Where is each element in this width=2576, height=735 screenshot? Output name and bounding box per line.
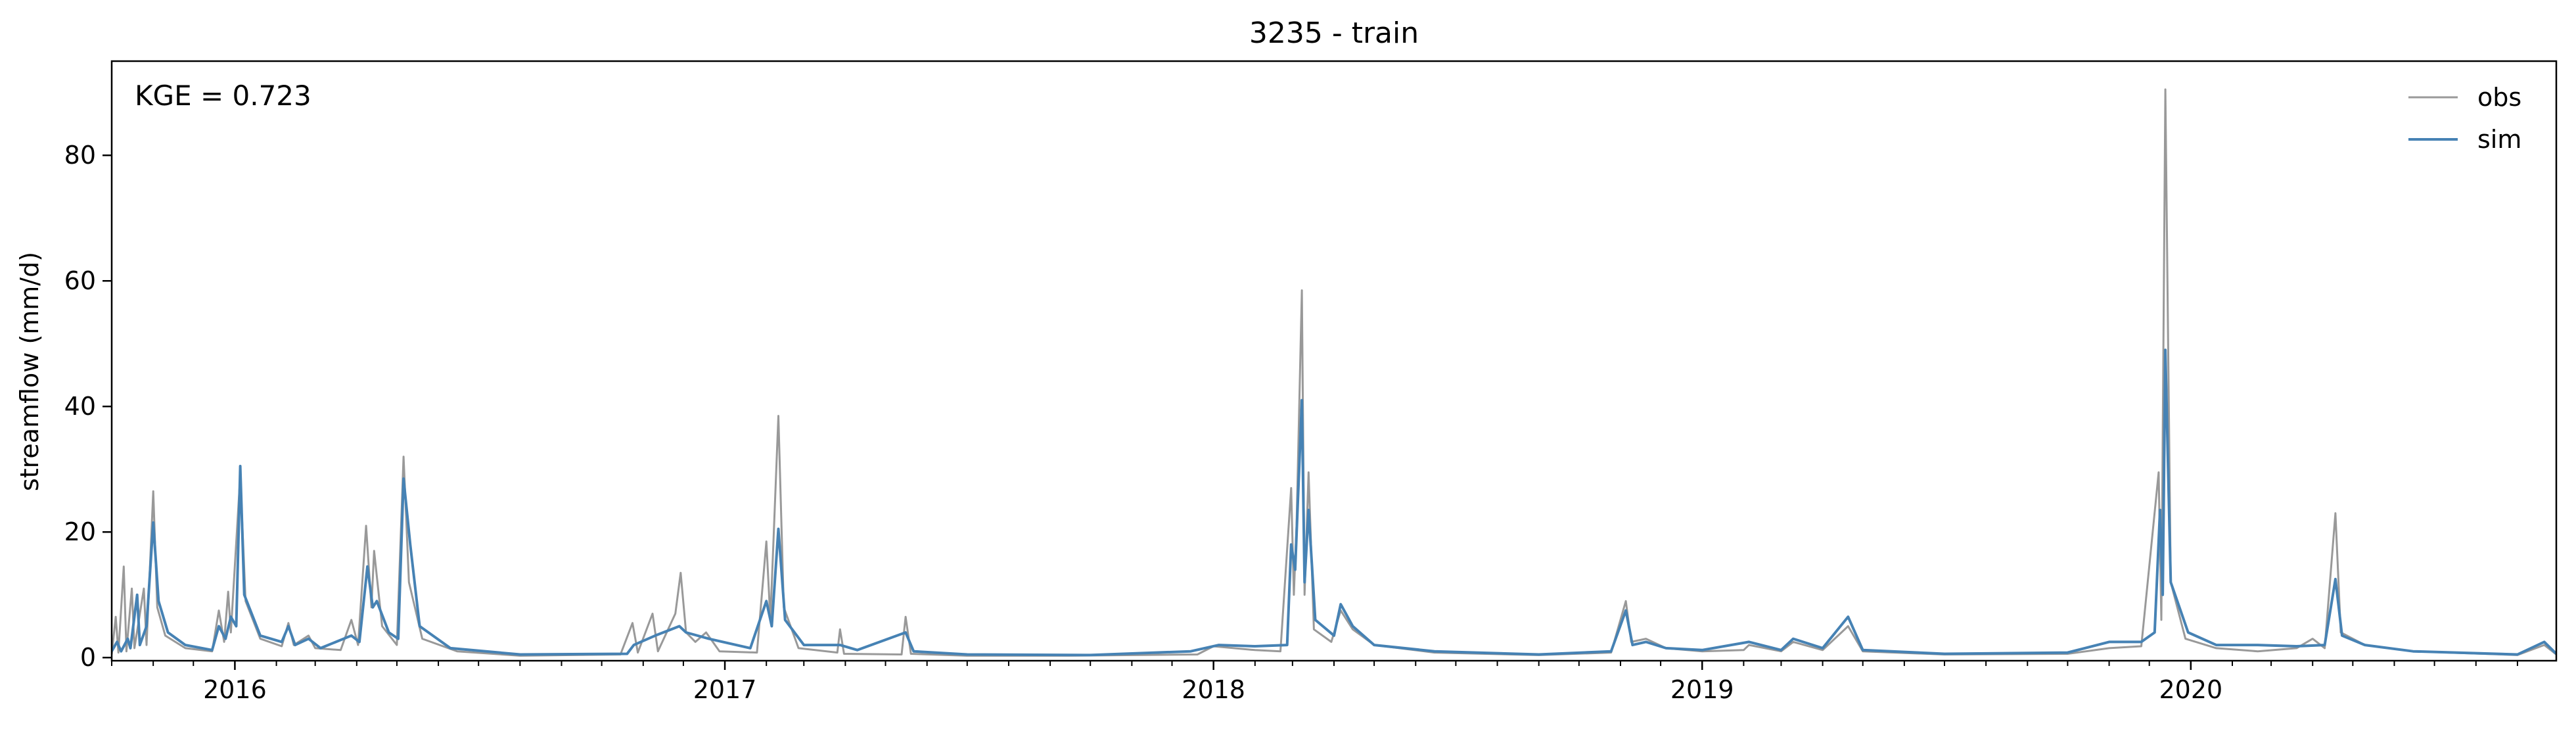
chart-title: 3235 - train bbox=[1249, 16, 1419, 50]
series-line-obs bbox=[112, 88, 2556, 657]
y-axis: 0 20 40 60 80 bbox=[64, 141, 112, 672]
y-tick-label: 40 bbox=[64, 392, 96, 421]
series-line-sim bbox=[112, 348, 2556, 657]
y-tick-label: 80 bbox=[64, 141, 96, 170]
kge-annotation: KGE = 0.723 bbox=[135, 80, 311, 112]
plot-area bbox=[112, 88, 2556, 657]
legend-label-obs: obs bbox=[2477, 83, 2521, 112]
x-tick-label: 2018 bbox=[1182, 675, 1245, 704]
x-tick-label: 2016 bbox=[203, 675, 267, 704]
y-axis-label: streamflow (mm/d) bbox=[15, 252, 44, 491]
legend-label-sim: sim bbox=[2477, 125, 2521, 154]
y-tick-label: 20 bbox=[64, 517, 96, 546]
plot-frame bbox=[110, 60, 2558, 662]
x-tick-label: 2019 bbox=[1670, 675, 1734, 704]
y-tick-label: 0 bbox=[80, 643, 96, 672]
legend: obs sim bbox=[2408, 83, 2521, 154]
y-tick-label: 60 bbox=[64, 266, 96, 295]
x-tick-label: 2017 bbox=[693, 675, 757, 704]
x-tick-label: 2020 bbox=[2159, 675, 2222, 704]
x-axis: 2016 2017 2018 2019 2020 bbox=[111, 661, 2518, 704]
